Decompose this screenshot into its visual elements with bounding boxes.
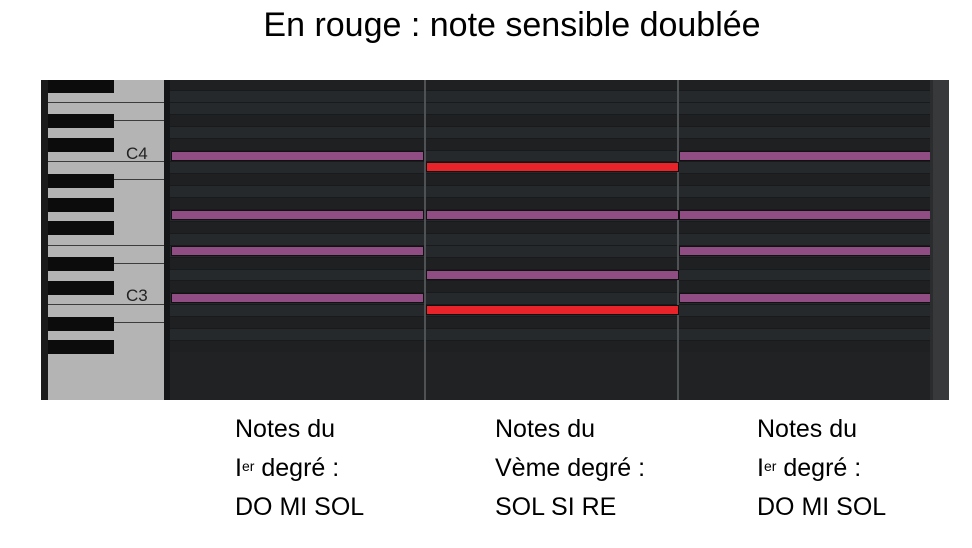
black-key [48, 257, 114, 272]
chord-note[interactable] [171, 210, 424, 220]
leading-tone-note[interactable] [426, 305, 679, 316]
lane-divider [170, 339, 930, 341]
chord-note[interactable] [426, 210, 679, 220]
lane-divider [170, 137, 930, 139]
pitch-lane [170, 232, 930, 246]
note-grid [170, 80, 932, 400]
black-key [48, 138, 114, 153]
octave-label: C4 [126, 143, 148, 163]
pitch-lane [170, 90, 930, 103]
lane-divider [170, 90, 930, 92]
lane-divider [170, 292, 930, 294]
caption-line-3: DO MI SOL [235, 493, 365, 521]
pitch-lane [170, 328, 930, 341]
black-key [48, 197, 114, 212]
pitch-lane [170, 280, 930, 293]
caption-chord-2: Notes du Vème degré : SOL SI RE [495, 410, 645, 527]
black-key [48, 221, 114, 236]
page-title: En rouge : note sensible doublée [263, 6, 761, 44]
lane-divider [170, 149, 930, 151]
bar-line [424, 80, 426, 400]
lane-divider [170, 244, 930, 246]
caption-chord-3: Notes du Ier degré : DO MI SOL [757, 410, 886, 527]
lane-divider [170, 256, 930, 258]
leading-tone-note[interactable] [426, 162, 679, 173]
pitch-lane [170, 125, 930, 139]
lane-divider [170, 125, 930, 127]
piano-keyboard: C4 C3 [48, 80, 164, 400]
caption-line-2: Ier degré : [235, 454, 340, 482]
lane-divider [170, 161, 930, 163]
chord-note[interactable] [679, 293, 932, 304]
white-key-divider [48, 304, 164, 306]
chord-note[interactable] [171, 245, 424, 256]
lane-divider [170, 220, 930, 222]
lane-divider [170, 173, 930, 175]
black-key [48, 173, 114, 188]
white-key-divider [48, 161, 164, 163]
chord-note[interactable] [426, 269, 679, 280]
caption-line-2: Vème degré : [495, 454, 646, 482]
black-key [48, 114, 114, 129]
pitch-lane [170, 339, 930, 353]
bar-line [677, 80, 679, 400]
pitch-lane [170, 173, 930, 186]
white-key-divider [48, 244, 164, 246]
pitch-lane [170, 197, 930, 210]
pitch-lane [170, 80, 930, 91]
lane-divider [170, 209, 930, 211]
pitch-lane [170, 185, 930, 198]
octave-label: C3 [126, 286, 148, 306]
vertical-scrollbar[interactable] [930, 80, 949, 400]
keyboard-separator [164, 80, 170, 400]
caption-line-3: DO MI SOL [757, 493, 887, 521]
chord-note[interactable] [171, 150, 424, 161]
lane-divider [170, 304, 930, 306]
caption-chord-1: Notes du Ier degré : DO MI SOL [235, 410, 364, 527]
lane-divider [170, 185, 930, 187]
black-key [48, 316, 114, 331]
lane-divider [170, 232, 930, 234]
lane-divider [170, 328, 930, 330]
pitch-lane [170, 220, 930, 234]
caption-line-3: SOL SI RE [495, 493, 617, 521]
chord-note[interactable] [679, 245, 932, 256]
caption-line-1: Notes du [495, 415, 596, 443]
lane-divider [170, 113, 930, 115]
caption-line-2: Ier degré : [757, 454, 862, 482]
piano-roll: C4 C3 [41, 80, 949, 400]
black-key [48, 340, 114, 355]
pitch-lane [170, 256, 930, 270]
chord-note[interactable] [171, 293, 424, 304]
chord-note[interactable] [679, 150, 932, 161]
pitch-lane [170, 101, 930, 115]
pitch-lane [170, 113, 930, 127]
lane-divider [170, 280, 930, 282]
lane-divider [170, 316, 930, 318]
chord-note[interactable] [679, 210, 932, 220]
black-key [48, 80, 114, 93]
piano-roll-left-edge [41, 80, 48, 400]
caption-line-1: Notes du [757, 415, 858, 443]
lane-divider [170, 101, 930, 103]
pitch-lane [170, 137, 930, 151]
white-key-divider [48, 101, 164, 103]
lane-divider [170, 197, 930, 199]
pitch-lane [170, 316, 930, 329]
lane-divider [170, 268, 930, 270]
caption-line-1: Notes du [235, 415, 336, 443]
black-key [48, 280, 114, 295]
